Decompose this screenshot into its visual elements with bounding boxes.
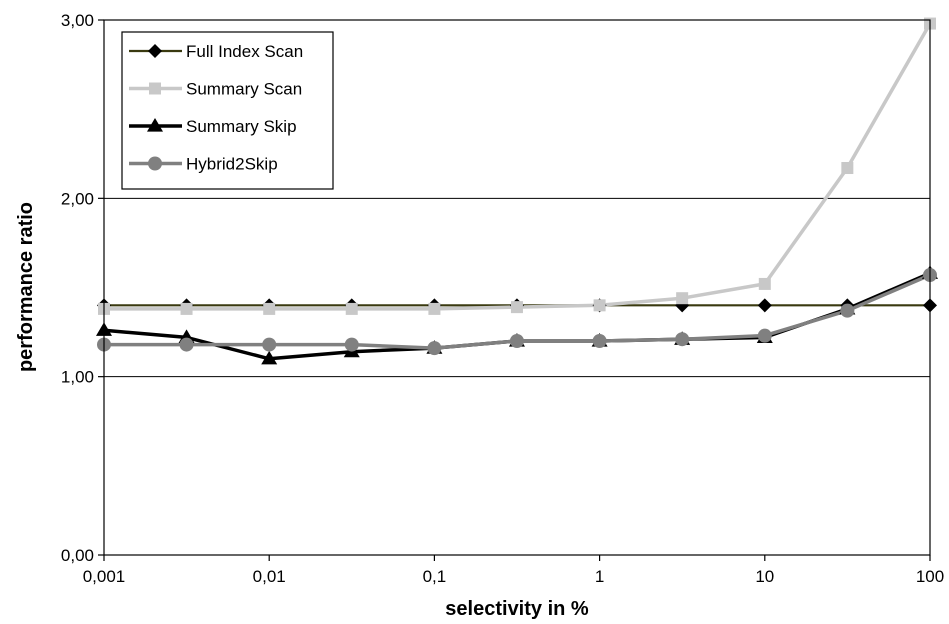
legend-label-summary-scan: Summary Scan: [186, 80, 302, 99]
data-point-summary-scan: [510, 301, 523, 314]
y-tick-label: 1,00: [61, 368, 94, 387]
axis-ticks: 0,00 1,00 2,00 3,00 0,001 0,01 0,1 1 10 100: [61, 11, 944, 586]
legend-entries: Full Index Scan Summary Scan Summary Skip H…: [129, 42, 303, 174]
data-point-summary-scan: [180, 302, 193, 315]
x-axis-title: selectivity in %: [445, 598, 589, 620]
y-tick-label: 3,00: [61, 11, 94, 30]
data-point-summary-scan: [263, 302, 276, 315]
x-tick-label: 1: [595, 567, 604, 586]
data-point-hybrid2skip: [675, 332, 690, 347]
plot-area-border: [103, 19, 931, 556]
legend-marker-summary-skip: [147, 118, 163, 132]
data-point-full-index-scan: [757, 298, 772, 313]
data-point-summary-scan: [345, 302, 358, 315]
x-tick-label: 10: [755, 567, 774, 586]
legend-label-summary-skip: Summary Skip: [186, 117, 297, 136]
y-tick-label: 2,00: [61, 189, 94, 208]
data-point-summary-scan: [428, 302, 441, 315]
data-point-hybrid2skip: [427, 341, 442, 356]
x-tick-label: 100: [916, 567, 944, 586]
y-axis-title: performance ratio: [15, 202, 37, 372]
x-tick-label: 0,1: [423, 567, 447, 586]
data-point-summary-scan: [676, 292, 689, 305]
data-point-hybrid2skip: [757, 328, 772, 343]
data-point-hybrid2skip: [509, 334, 524, 348]
legend-label-hybrid2skip: Hybrid2Skip: [186, 155, 278, 174]
legend: Full Index Scan Summary Scan Summary Skip H…: [121, 31, 334, 190]
data-point-hybrid2skip: [344, 337, 359, 352]
data-point-summary-scan: [758, 277, 771, 290]
legend-marker-summary-scan: [149, 82, 161, 95]
legend-label-full-index-scan: Full Index Scan: [186, 42, 303, 61]
data-point-hybrid2skip: [262, 337, 277, 352]
grid-lines: [104, 197, 930, 378]
legend-marker-full-index-scan: [148, 44, 162, 58]
data-point-summary-skip: [261, 350, 278, 365]
data-point-summary-scan: [593, 299, 606, 312]
legend-marker-hybrid2skip: [148, 156, 162, 171]
x-tick-label: 0,001: [83, 567, 126, 586]
y-tick-label: 0,00: [61, 546, 94, 565]
data-point-hybrid2skip: [840, 303, 855, 318]
data-point-summary-scan: [841, 162, 854, 175]
data-point-hybrid2skip: [592, 334, 607, 348]
x-tick-label: 0,01: [253, 567, 286, 586]
data-point-hybrid2skip: [179, 337, 194, 352]
